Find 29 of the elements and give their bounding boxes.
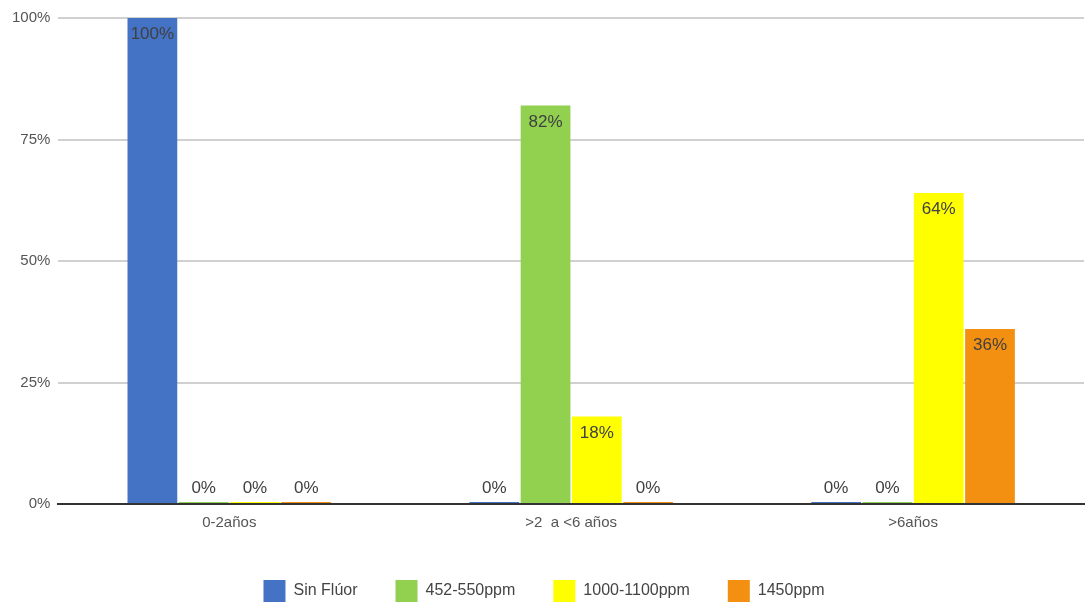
data-label: 0% bbox=[823, 478, 849, 498]
x-tick-label: >2 a <6 años bbox=[525, 513, 618, 531]
data-label: 0% bbox=[635, 478, 661, 498]
data-label: 18% bbox=[579, 422, 614, 442]
data-label: 64% bbox=[921, 199, 956, 219]
bar bbox=[571, 416, 622, 503]
bar bbox=[913, 192, 964, 503]
legend-label: 452-550ppm bbox=[425, 581, 516, 599]
data-label: 100% bbox=[130, 24, 175, 44]
data-label: 0% bbox=[242, 478, 268, 498]
data-label: 0% bbox=[191, 478, 216, 498]
bar bbox=[520, 105, 571, 503]
data-label: 36% bbox=[972, 335, 1007, 355]
bar bbox=[965, 329, 1015, 503]
y-tick-label: 0% bbox=[28, 494, 51, 512]
x-tick-label: >6años bbox=[888, 513, 938, 531]
data-label: 82% bbox=[528, 111, 563, 131]
bar bbox=[127, 18, 178, 503]
y-tick-label: 100% bbox=[11, 8, 51, 26]
legend-label: 1450ppm bbox=[757, 581, 825, 599]
legend-label: Sin Flúor bbox=[293, 581, 359, 599]
x-tick-label: 0-2años bbox=[202, 513, 257, 531]
data-label: 0% bbox=[481, 478, 507, 498]
y-tick-label: 25% bbox=[20, 372, 51, 390]
y-tick-label: 75% bbox=[20, 129, 51, 147]
legend-label: 1000-1100ppm bbox=[583, 581, 690, 599]
data-label: 0% bbox=[293, 478, 319, 498]
data-label: 0% bbox=[875, 478, 900, 498]
y-tick-label: 50% bbox=[20, 251, 51, 269]
